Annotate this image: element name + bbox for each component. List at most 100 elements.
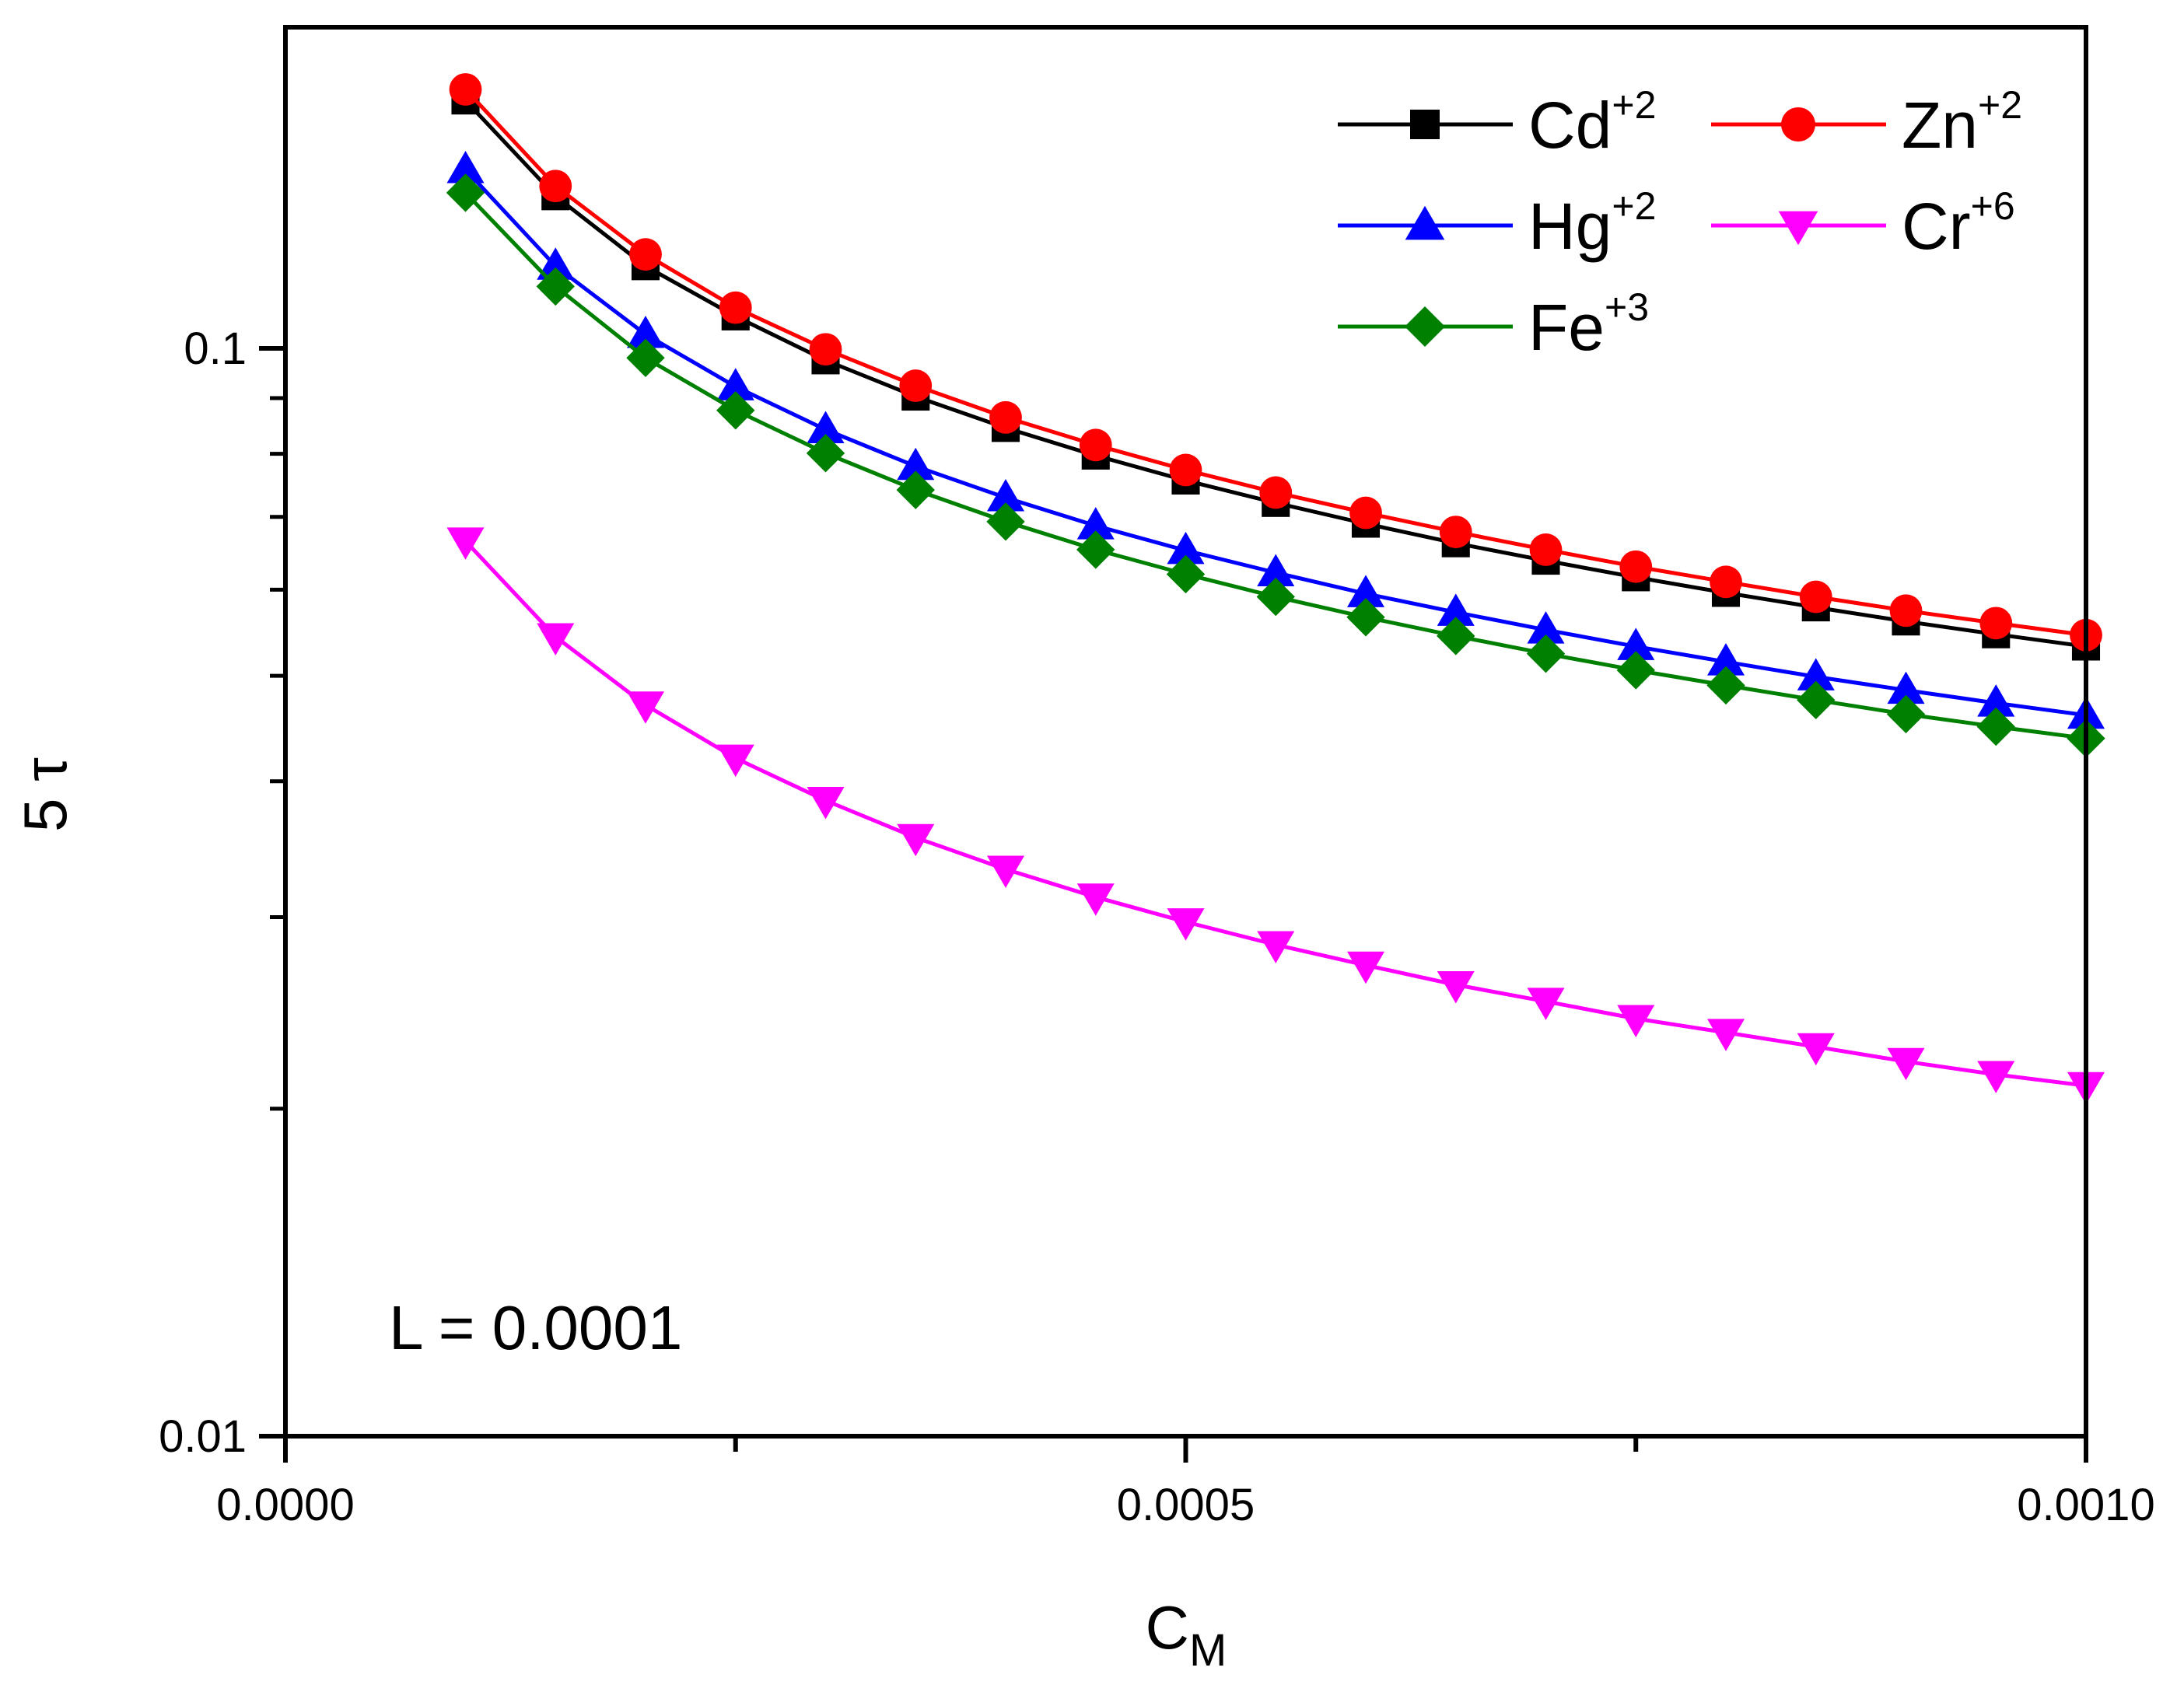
- legend-label-cr: Cr+6: [1902, 184, 2015, 263]
- data-point-hg: [537, 247, 575, 280]
- data-point-zn: [539, 170, 572, 203]
- legend-label-charge: +3: [1605, 285, 1649, 329]
- data-point-hg: [1527, 611, 1565, 644]
- data-point-fe: [1526, 634, 1566, 673]
- legend-label-name: Zn: [1902, 89, 1978, 162]
- y-tick-label: 0.1: [184, 323, 247, 374]
- legend-label-name: Cd: [1528, 89, 1612, 162]
- data-point-cr: [1706, 1019, 1745, 1051]
- data-point-fe: [1976, 707, 2015, 746]
- data-point-fe: [1706, 666, 1745, 705]
- legend-entry-cr: Cr+6: [1711, 184, 2015, 263]
- data-point-zn: [449, 73, 482, 106]
- data-point-cr: [986, 855, 1025, 888]
- legend-marker-hg: [1405, 205, 1445, 240]
- data-point-hg: [807, 411, 845, 443]
- data-point-hg: [1797, 658, 1835, 690]
- x-axis-title: CM: [1146, 1593, 1227, 1676]
- data-point-zn: [899, 369, 933, 402]
- data-point-fe: [1076, 530, 1115, 569]
- data-point-zn: [1979, 607, 2013, 640]
- data-point-cr: [1617, 1005, 1655, 1038]
- annotation-label: L = 0.0001: [389, 1293, 682, 1362]
- series-layer: [446, 73, 2105, 1105]
- data-point-zn: [1710, 565, 1742, 599]
- legend-label-name: Fe: [1528, 291, 1605, 364]
- legend-label-charge: +6: [1971, 184, 2015, 228]
- data-point-hg: [1977, 684, 2015, 717]
- data-point-hg: [716, 368, 754, 400]
- data-point-cr: [1887, 1047, 1925, 1081]
- legend-entry-fe: Fe+3: [1338, 285, 1649, 364]
- data-point-zn: [809, 333, 842, 366]
- data-point-fe: [1616, 651, 1655, 690]
- legend-marker-cd: [1410, 110, 1440, 139]
- data-point-fe: [446, 173, 485, 212]
- axis-layer: 0.0000 0.0005 0.0010 0.01 0.1: [159, 323, 2155, 1530]
- data-point-zn: [719, 291, 752, 324]
- x-axis-title-subscript: M: [1189, 1625, 1227, 1676]
- data-point-fe: [626, 338, 665, 377]
- x-tick-label: 0.0000: [216, 1480, 354, 1530]
- data-point-zn: [1439, 516, 1472, 549]
- data-point-fe: [806, 434, 845, 473]
- x-tick-label: 0.0005: [1117, 1480, 1255, 1530]
- legend-label-name: Hg: [1528, 190, 1612, 263]
- data-point-cr: [1437, 970, 1475, 1004]
- legend: Cd+2 Zn+2Hg+2 Cr+6Fe+3: [1338, 83, 2022, 364]
- data-point-cr: [897, 823, 935, 857]
- data-point-hg: [1076, 507, 1115, 540]
- data-point-fe: [536, 267, 575, 306]
- legend-entry-hg: Hg+2: [1338, 184, 1656, 263]
- data-point-cr: [626, 691, 665, 724]
- data-point-cr: [1346, 951, 1385, 984]
- series-hg: [446, 151, 2105, 729]
- data-point-cr: [1527, 988, 1565, 1020]
- data-point-fe: [1346, 598, 1385, 637]
- data-point-fe: [716, 391, 755, 430]
- data-point-cr: [1977, 1061, 2015, 1093]
- y-tick-label: 0.01: [159, 1411, 247, 1462]
- data-point-fe: [1256, 577, 1295, 617]
- data-point-cr: [1167, 908, 1205, 941]
- data-point-zn: [1169, 453, 1202, 487]
- legend-label-fe: Fe+3: [1528, 285, 1649, 364]
- data-point-hg: [626, 316, 665, 348]
- x-axis-title-main: C: [1146, 1593, 1189, 1662]
- data-point-hg: [1346, 575, 1385, 607]
- legend-label-hg: Hg+2: [1528, 184, 1656, 263]
- series-cr: [446, 527, 2105, 1105]
- y-axis-title: 5 τ: [11, 757, 79, 832]
- data-point-zn: [1529, 533, 1563, 566]
- data-point-hg: [1617, 628, 1655, 660]
- data-point-fe: [1437, 617, 1475, 655]
- data-point-zn: [1799, 580, 1832, 614]
- x-tick-label: 0.0010: [2017, 1480, 2154, 1530]
- legend-label-charge: +2: [1612, 184, 1656, 228]
- legend-label-zn: Zn+2: [1902, 83, 2022, 162]
- legend-marker-cr: [1778, 211, 1818, 246]
- series-fe: [446, 173, 2105, 758]
- data-point-zn: [1889, 594, 1923, 628]
- data-point-cr: [1076, 883, 1115, 916]
- data-point-hg: [1257, 554, 1295, 586]
- legend-label-charge: +2: [1978, 83, 2022, 127]
- data-point-zn: [1259, 476, 1293, 509]
- data-point-zn: [629, 238, 662, 271]
- data-point-hg: [1706, 643, 1745, 676]
- legend-label-charge: +2: [1612, 83, 1656, 127]
- legend-marker-zn: [1781, 107, 1815, 142]
- legend-label-name: Cr: [1902, 190, 1971, 263]
- data-point-cr: [537, 623, 575, 656]
- data-point-hg: [897, 447, 935, 481]
- data-point-zn: [1349, 496, 1382, 530]
- data-point-hg: [1167, 531, 1205, 565]
- legend-marker-fe: [1405, 306, 1445, 347]
- data-point-cr: [1257, 931, 1295, 963]
- data-point-cr: [807, 787, 845, 820]
- legend-entry-cd: Cd+2: [1338, 83, 1656, 162]
- data-point-zn: [989, 400, 1022, 434]
